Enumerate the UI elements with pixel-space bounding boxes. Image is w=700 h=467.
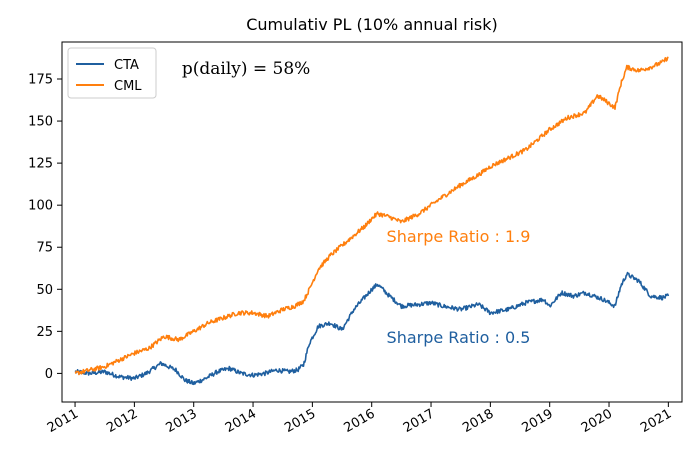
y-tick-label-0: 0: [45, 367, 53, 382]
series-line-cml: [74, 56, 669, 376]
y-tick-label-100: 100: [28, 199, 53, 214]
y-tick-label-25: 25: [36, 325, 53, 340]
chart-title: Cumulativ PL (10% annual risk): [246, 15, 498, 34]
y-tick-label-175: 175: [28, 73, 53, 88]
x-tick-label-2013: 2013: [164, 406, 200, 436]
y-tick-label-150: 150: [28, 115, 53, 130]
y-tick-label-75: 75: [36, 241, 53, 256]
x-tick-label-2011: 2011: [45, 406, 81, 436]
x-tick-label-2020: 2020: [579, 406, 615, 436]
plot-area: [74, 56, 670, 386]
legend-label-cta: CTA: [114, 58, 139, 73]
legend-box: [67, 47, 157, 99]
series-line-cta: [74, 271, 670, 386]
y-tick-label-50: 50: [36, 283, 53, 298]
sharpe-ratio-annotation-1: Sharpe Ratio : 1.9: [387, 227, 531, 246]
x-tick-label-2017: 2017: [401, 406, 437, 436]
y-axis: 0 25 50 75 100 125 150 175: [28, 73, 62, 382]
x-tick-label-2014: 2014: [223, 406, 259, 436]
x-tick-label-2016: 2016: [342, 406, 378, 436]
x-tick-label-2012: 2012: [104, 406, 140, 436]
y-tick-label-125: 125: [28, 157, 53, 172]
p-daily-annotation: p(daily) = 58%: [182, 59, 310, 79]
legend: CTA CML: [67, 47, 157, 99]
x-axis: 2011 2012 2013 2014 2015 2016 2017 2018 2019 2020…: [45, 402, 674, 436]
annotations: p(daily) = 58% Sharpe Ratio : 1.9 Sharpe R…: [182, 59, 531, 347]
sharpe-ratio-annotation-2: Sharpe Ratio : 0.5: [387, 328, 531, 347]
x-tick-label-2015: 2015: [282, 406, 318, 436]
legend-label-cml: CML: [114, 79, 142, 94]
x-tick-label-2018: 2018: [460, 406, 496, 436]
x-tick-label-2021: 2021: [638, 406, 674, 436]
x-tick-label-2019: 2019: [520, 406, 556, 436]
